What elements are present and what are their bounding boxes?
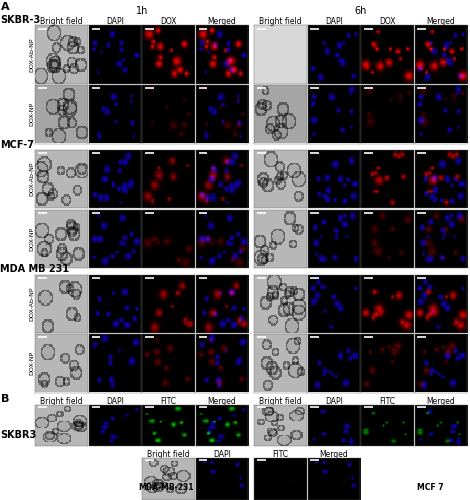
Text: DOX-Ab-NP: DOX-Ab-NP: [29, 286, 34, 321]
Text: FITC: FITC: [272, 450, 288, 459]
Text: DOX-NP: DOX-NP: [29, 227, 34, 251]
Text: DAPI: DAPI: [325, 17, 343, 26]
Text: FITC: FITC: [161, 396, 177, 406]
Text: DOX-Ab-NP: DOX-Ab-NP: [29, 162, 34, 196]
Text: DAPI: DAPI: [106, 17, 124, 26]
Text: 6h: 6h: [354, 6, 367, 16]
Text: SKBR3: SKBR3: [0, 430, 36, 440]
Text: Merged: Merged: [320, 450, 348, 459]
Text: MDA-MB-231: MDA-MB-231: [139, 484, 194, 492]
Text: DOX: DOX: [379, 17, 396, 26]
Text: Bright field: Bright field: [40, 396, 83, 406]
Text: Merged: Merged: [208, 17, 236, 26]
Text: Bright field: Bright field: [259, 396, 302, 406]
Text: MDA MB 231: MDA MB 231: [0, 264, 69, 274]
Text: Merged: Merged: [426, 396, 455, 406]
Text: MCF 7: MCF 7: [417, 484, 444, 492]
Text: Bright field: Bright field: [259, 17, 302, 26]
Text: Bright field: Bright field: [147, 450, 190, 459]
Text: DOX-NP: DOX-NP: [29, 352, 34, 376]
Text: B: B: [1, 394, 9, 404]
Text: DAPI: DAPI: [106, 396, 124, 406]
Text: 1h: 1h: [136, 6, 148, 16]
Text: A: A: [1, 2, 9, 12]
Text: FITC: FITC: [379, 396, 395, 406]
Text: Merged: Merged: [426, 17, 455, 26]
Text: DOX-NP: DOX-NP: [29, 102, 34, 126]
Text: SKBR-3: SKBR-3: [0, 16, 40, 26]
Text: Merged: Merged: [208, 396, 236, 406]
Text: MCF-7: MCF-7: [0, 140, 34, 150]
Text: Bright field: Bright field: [40, 17, 83, 26]
Text: DAPI: DAPI: [325, 396, 343, 406]
Text: DOX: DOX: [160, 17, 177, 26]
Text: DAPI: DAPI: [213, 450, 231, 459]
Text: DOX-Ab-NP: DOX-Ab-NP: [29, 38, 34, 72]
